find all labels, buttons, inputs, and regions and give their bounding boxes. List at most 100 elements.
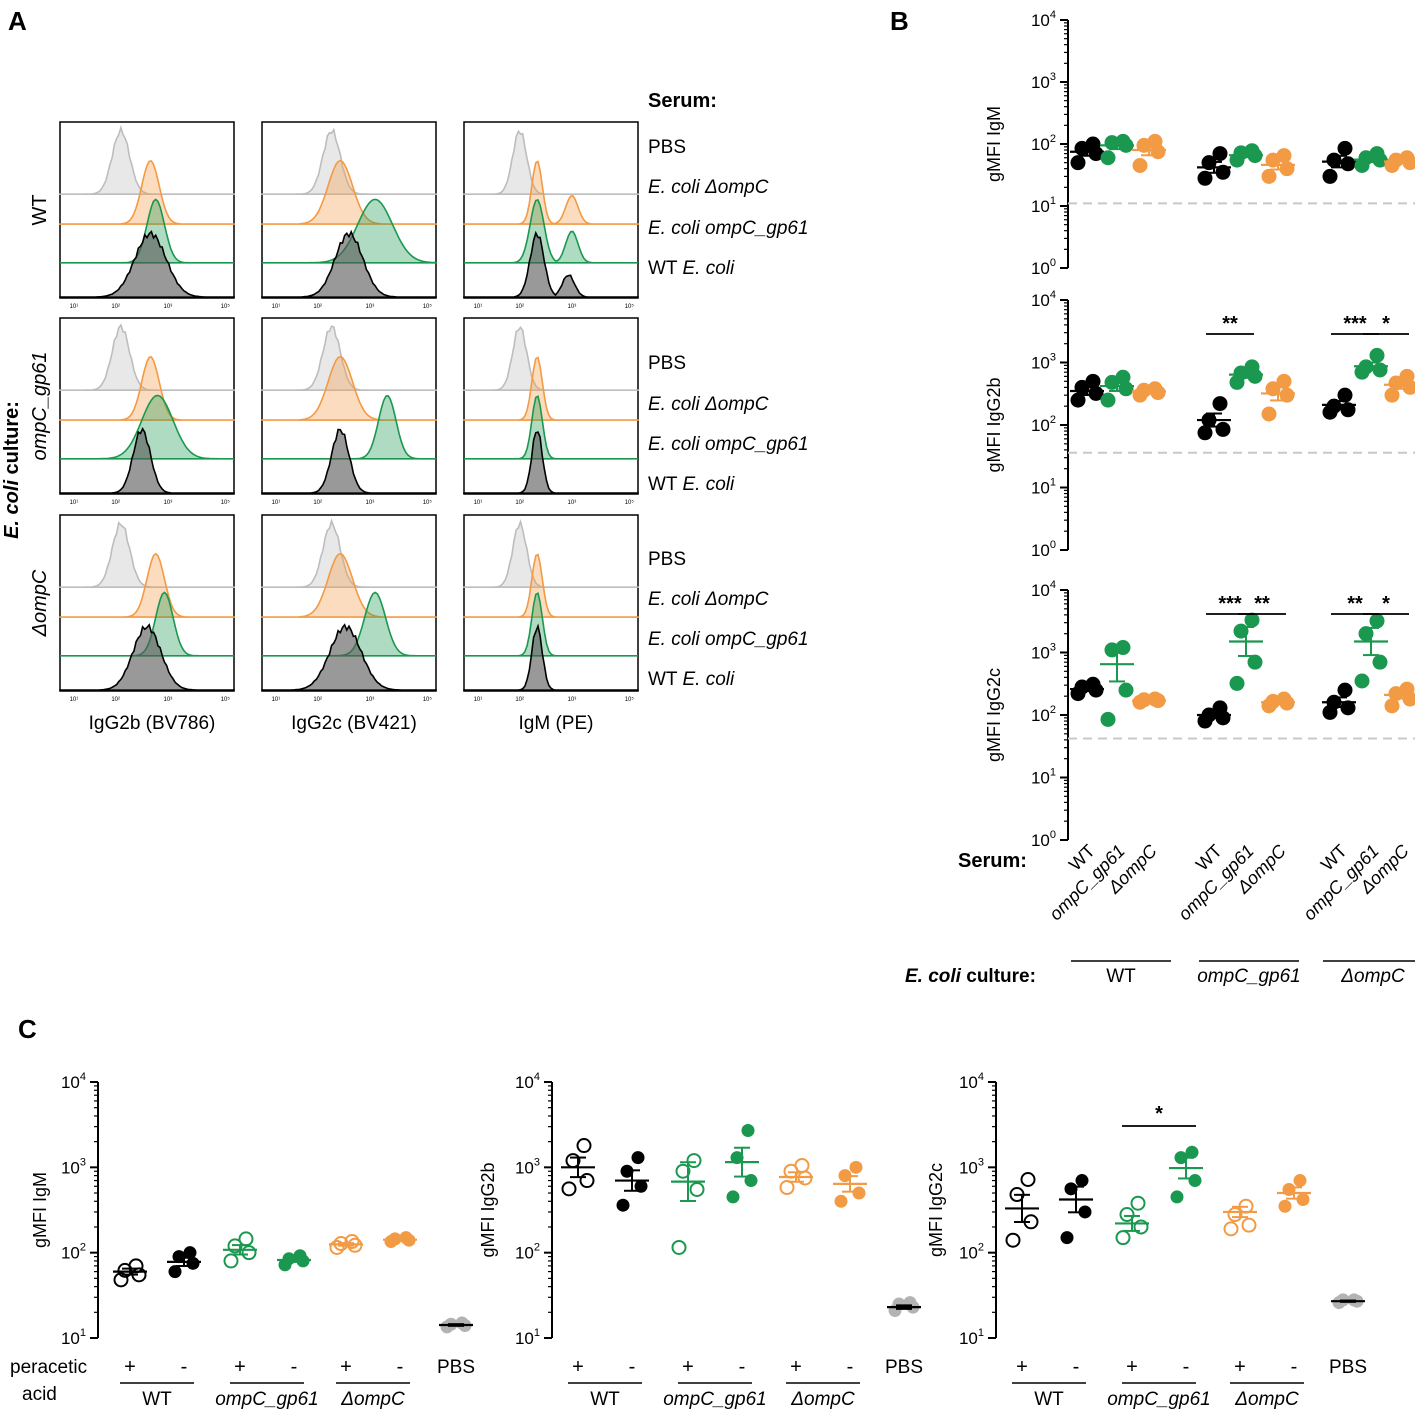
histogram-tick-label: 10³ (164, 304, 173, 310)
y-tick-label: 101 (1031, 195, 1056, 216)
tick-base: 10 (1031, 581, 1050, 600)
data-point (1119, 1207, 1135, 1223)
legend-entry: E. coli ΔompC (648, 589, 769, 610)
data-point (1340, 156, 1356, 172)
data-point (1132, 158, 1148, 174)
histogram-trace (261, 127, 437, 195)
data-point (1388, 375, 1404, 391)
significance-label: *** (1343, 313, 1367, 335)
pbs-label: PBS (885, 1357, 923, 1378)
treat-axis-label-1: peracetic (10, 1357, 87, 1378)
tick-exponent: 4 (534, 1071, 540, 1083)
histogram-trace (463, 623, 639, 691)
y-axis-label: gMFI IgG2b (478, 1162, 498, 1257)
data-point (1337, 140, 1353, 156)
culture-group-label: ompC_gp61 (1107, 1389, 1211, 1410)
culture-group-label: ΔompC (1234, 1389, 1299, 1410)
y-axis-label: gMFI IgG2b (984, 377, 1004, 472)
tick-exponent: 3 (1050, 352, 1056, 364)
data-point (399, 1231, 413, 1245)
data-point (1100, 392, 1116, 408)
significance-label: * (1382, 593, 1390, 615)
data-point (1197, 170, 1213, 186)
tick-exponent: 2 (534, 1242, 540, 1254)
histogram-trace (463, 160, 639, 225)
histogram-trace (463, 518, 639, 588)
culture-axis-label: E. coli culture: (1, 401, 23, 539)
tick-base: 10 (515, 1158, 534, 1177)
histogram-tick-label: 10¹ (272, 304, 281, 310)
data-point (616, 1198, 630, 1212)
legend-entry-suffix: E. coli (682, 258, 735, 279)
tick-exponent: 0 (1050, 829, 1056, 841)
data-point (1212, 396, 1228, 412)
tick-base: 10 (959, 1158, 978, 1177)
data-point (726, 1190, 740, 1204)
histogram-trace (463, 129, 639, 195)
tick-exponent: 0 (1050, 539, 1056, 551)
legend-entry: PBS (648, 353, 686, 374)
histogram-tick-label: 10⁵ (625, 303, 635, 310)
y-tick-label: 104 (515, 1071, 540, 1092)
treat-plus-label: + (1016, 1356, 1028, 1378)
row-label: ompC_gp61 (29, 352, 51, 461)
data-point (1115, 1230, 1131, 1246)
data-point (1340, 402, 1356, 418)
treat-plus-label: + (234, 1356, 246, 1378)
data-point (1185, 1145, 1199, 1159)
y-tick-label: 100 (1031, 829, 1056, 850)
histogram-tick-label: 10² (313, 697, 322, 703)
data-point (671, 1239, 687, 1255)
tick-exponent: 2 (978, 1242, 984, 1254)
tick-exponent: 1 (1050, 477, 1056, 489)
histogram-trace (261, 428, 437, 494)
culture-axis-rest: culture: (961, 966, 1036, 987)
histogram-tick-label: 10¹ (474, 500, 483, 506)
tick-base: 10 (1031, 541, 1050, 560)
treat-minus-label: - (181, 1356, 188, 1378)
histogram-frame (59, 317, 235, 495)
histogram-tick-label: 10² (515, 697, 524, 703)
tick-base: 10 (1031, 135, 1050, 154)
data-point (1147, 381, 1163, 397)
tick-exponent: 1 (978, 1327, 984, 1339)
histogram-tick-label: 10² (111, 500, 120, 506)
data-point (1060, 1231, 1074, 1245)
data-point (675, 1163, 691, 1179)
significance-label: ** (1254, 593, 1270, 615)
data-point (834, 1194, 848, 1208)
treat-plus-label: + (1234, 1356, 1246, 1378)
y-axis-label: gMFI IgM (30, 1172, 50, 1248)
histogram-tick-label: 10¹ (70, 304, 79, 310)
culture-group-label: WT (142, 1389, 172, 1410)
tick-base: 10 (1031, 416, 1050, 435)
panel-label-b: B (890, 6, 909, 36)
y-tick-label: 103 (61, 1156, 86, 1177)
histogram-tick-label: 10² (111, 697, 120, 703)
tick-exponent: 3 (80, 1156, 86, 1168)
legend-entry-prefix: WT (648, 669, 682, 690)
data-point (1070, 155, 1086, 171)
histogram-tick-label: 10³ (366, 500, 375, 506)
histogram-box: 10¹ 10² 10³ 10⁵ (261, 514, 437, 703)
y-tick-label: 101 (1031, 477, 1056, 498)
tick-base: 10 (61, 1329, 80, 1348)
treat-plus-label: + (1126, 1356, 1138, 1378)
significance-label: * (1155, 1103, 1163, 1125)
histogram-trace (463, 553, 639, 618)
tick-base: 10 (959, 1073, 978, 1092)
data-point (1337, 387, 1353, 403)
treat-minus-label: - (291, 1356, 298, 1378)
y-axis-label: gMFI IgG2c (926, 1163, 946, 1257)
data-point (1133, 1219, 1149, 1235)
histogram-tick-label: 10⁵ (423, 499, 433, 506)
culture-group-label: WT (1034, 1389, 1064, 1410)
culture-group-label: ompC_gp61 (663, 1389, 767, 1410)
data-point (579, 1173, 595, 1189)
histogram-frame (261, 317, 437, 495)
data-point (238, 1231, 254, 1247)
histogram-trace (463, 431, 639, 494)
